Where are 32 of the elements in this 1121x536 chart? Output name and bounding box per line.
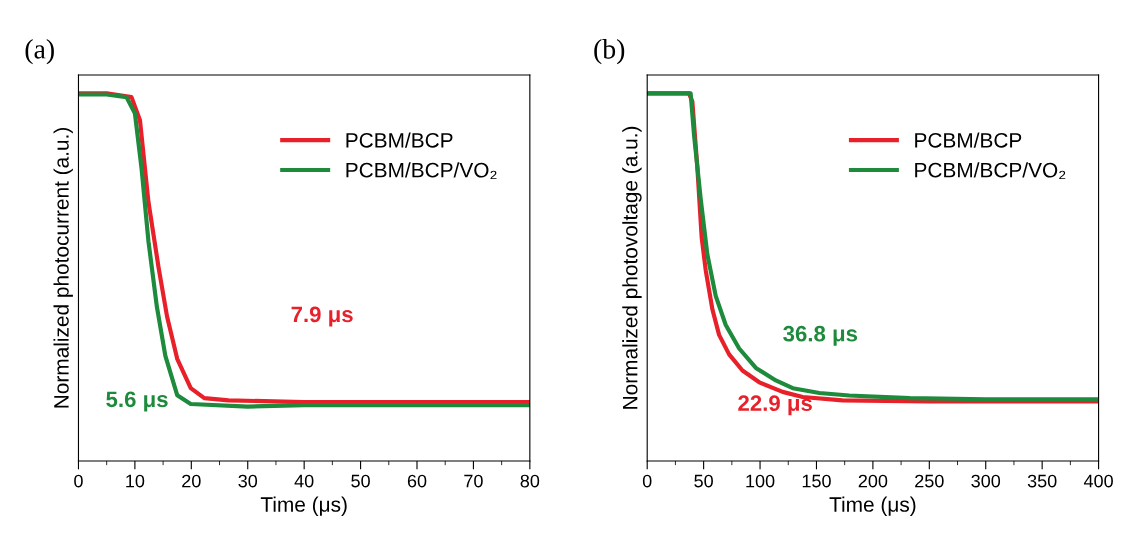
x-tick-label: 150 [802, 474, 831, 488]
x-axis-title: Time (μs) [829, 496, 916, 516]
legend-label: PCBM/BCP [346, 132, 453, 148]
x-tick-label: 70 [464, 474, 483, 488]
x-tick-label: 60 [407, 474, 427, 488]
annotation: 22.9 μs [738, 395, 812, 416]
x-tick-label: 250 [915, 474, 944, 488]
y-axis-title: Normalized photovoltage (a.u.) [622, 126, 642, 409]
x-tick-label: 0 [642, 474, 652, 488]
legend-label: PCBM/BCP/VO₂ [915, 162, 1066, 180]
chart-title: (a) [25, 39, 54, 65]
x-tick-label: 200 [858, 474, 888, 488]
x-tick-label: 10 [126, 474, 145, 488]
annotation: 36.8 μs [783, 325, 858, 346]
x-tick-label: 20 [182, 474, 201, 488]
x-tick-label: 40 [294, 474, 314, 488]
x-tick-label: 350 [1027, 474, 1057, 488]
annotation: 5.6 μs [106, 391, 168, 412]
y-axis-title: Normalized photocurrent (a.u.) [53, 128, 73, 408]
x-tick-label: 300 [971, 474, 1001, 488]
x-tick-label: 400 [1083, 474, 1113, 488]
legend-label: PCBM/BCP [915, 132, 1022, 148]
x-tick-label: 80 [520, 474, 540, 488]
x-tick-label: 50 [694, 474, 713, 488]
chart-title: (b) [594, 39, 625, 65]
annotation: 7.9 μs [291, 306, 353, 327]
x-tick-label: 50 [351, 474, 370, 488]
x-axis-title: Time (μs) [260, 496, 347, 516]
x-tick-label: 0 [74, 474, 83, 488]
x-tick-label: 100 [746, 474, 775, 488]
x-tick-label: 30 [238, 474, 258, 488]
legend-label: PCBM/BCP/VO₂ [346, 162, 497, 180]
